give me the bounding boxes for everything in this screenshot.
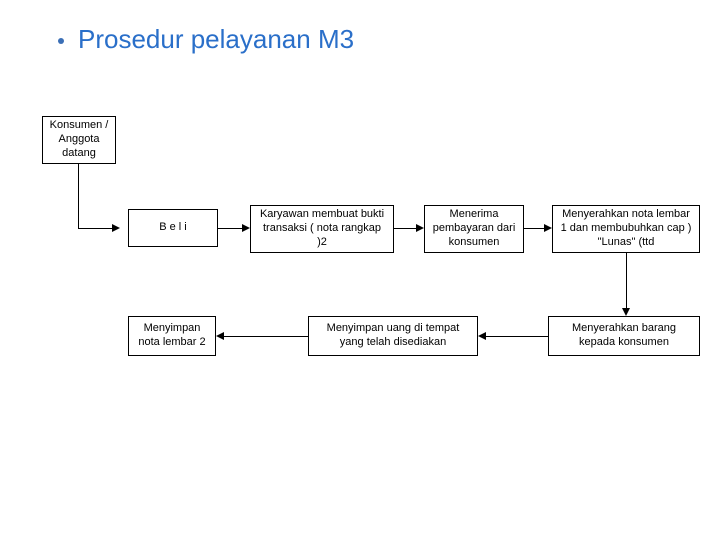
slide-title-row: Prosedur pelayanan M3 xyxy=(58,24,354,55)
node-konsumen-datang: Konsumen / Anggota datang xyxy=(42,116,116,164)
node-label: Menerima pembayaran dari konsumen xyxy=(431,208,517,249)
node-label: Menyimpan uang di tempat yang telah dise… xyxy=(315,322,471,350)
node-label: Menyerahkan nota lembar 1 dan membubuhka… xyxy=(559,208,693,249)
node-label: Karyawan membuat bukti transaksi ( nota … xyxy=(257,208,387,249)
node-menyerahkan-barang: Menyerahkan barang kepada konsumen xyxy=(548,316,700,356)
node-menerima-pembayaran: Menerima pembayaran dari konsumen xyxy=(424,205,524,253)
node-label: Menyimpan nota lembar 2 xyxy=(135,322,209,350)
node-label: Menyerahkan barang kepada konsumen xyxy=(555,322,693,350)
node-label: B e l i xyxy=(159,221,187,235)
node-label: Konsumen / Anggota datang xyxy=(49,119,109,160)
node-beli: B e l i xyxy=(128,209,218,247)
node-menyimpan-nota2: Menyimpan nota lembar 2 xyxy=(128,316,216,356)
node-menyimpan-uang: Menyimpan uang di tempat yang telah dise… xyxy=(308,316,478,356)
node-karyawan-bukti: Karyawan membuat bukti transaksi ( nota … xyxy=(250,205,394,253)
slide-title: Prosedur pelayanan M3 xyxy=(78,24,354,55)
bullet-icon xyxy=(58,38,64,44)
node-menyerahkan-nota1: Menyerahkan nota lembar 1 dan membubuhka… xyxy=(552,205,700,253)
